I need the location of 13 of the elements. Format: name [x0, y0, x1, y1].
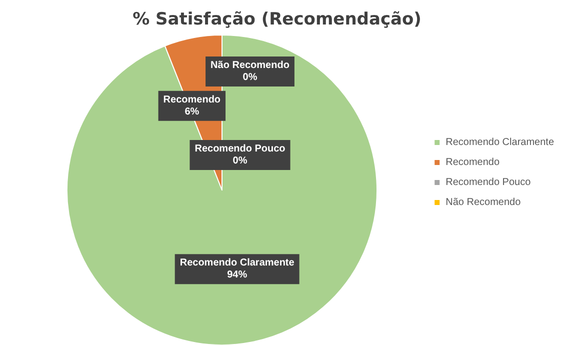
slice-label: Recomendo [163, 94, 221, 106]
text: 0% [242, 72, 258, 83]
legend-label: Recomendo Pouco [446, 177, 532, 188]
category-label: Não Recomendo [210, 60, 290, 71]
legend-label: Recomendo [446, 157, 500, 168]
data-label: 94% [227, 270, 248, 281]
legend-label: Não Recomendo [446, 197, 522, 208]
legend-label: Recomendo Claramente [446, 137, 554, 148]
slice-label: Recomendo Claramente [180, 258, 295, 269]
chart-title: % Satisfação (Recomendação) [132, 10, 422, 30]
text: 0% [232, 156, 248, 166]
data-label: 6% [184, 106, 200, 118]
category-label: Recomendo Pouco [194, 144, 286, 154]
